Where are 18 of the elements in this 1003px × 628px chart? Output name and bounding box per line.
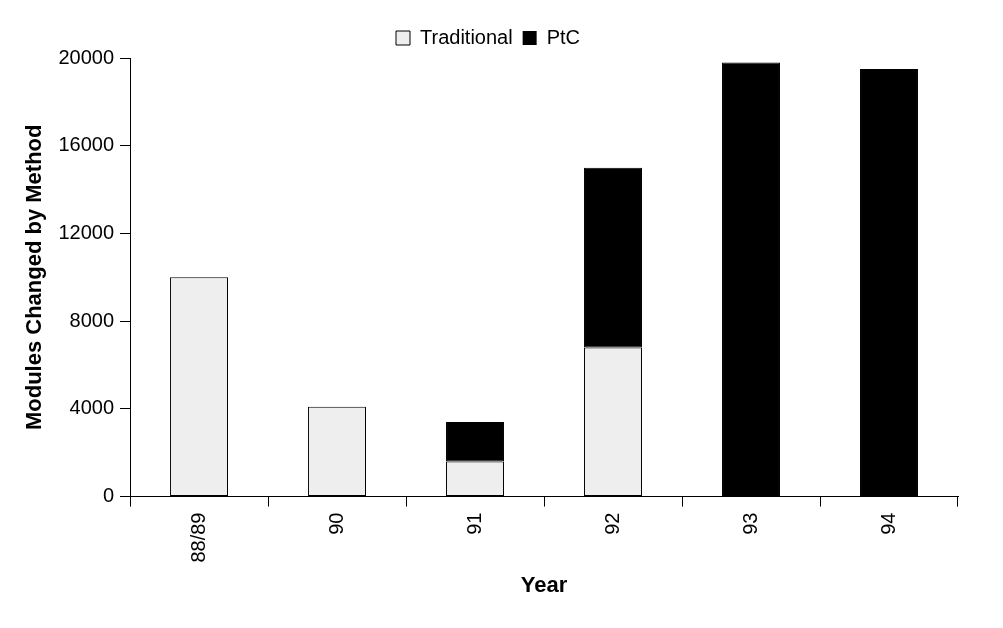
y-tick-label: 16000 [58, 133, 115, 156]
bar [446, 422, 504, 462]
y-tick-label: 8000 [69, 308, 115, 331]
legend-label: PtC [546, 25, 580, 48]
x-tick-label: 94 [876, 512, 899, 535]
y-tick-label: 12000 [58, 220, 115, 243]
x-tick-label: 90 [324, 512, 347, 535]
x-axis-title: Year [520, 571, 568, 597]
x-tick-label: 91 [462, 512, 485, 535]
y-tick-label: 0 [102, 484, 115, 507]
y-tick-label: 4000 [69, 396, 115, 419]
x-tick-label: 92 [600, 512, 623, 535]
legend-label: Traditional [420, 25, 513, 48]
bar [584, 167, 642, 348]
x-tick-label: 88/89 [186, 512, 209, 563]
y-tick-label: 20000 [58, 45, 115, 68]
y-axis-title: Modules Changed by Method [21, 124, 47, 431]
x-tick-label: 93 [738, 512, 761, 535]
